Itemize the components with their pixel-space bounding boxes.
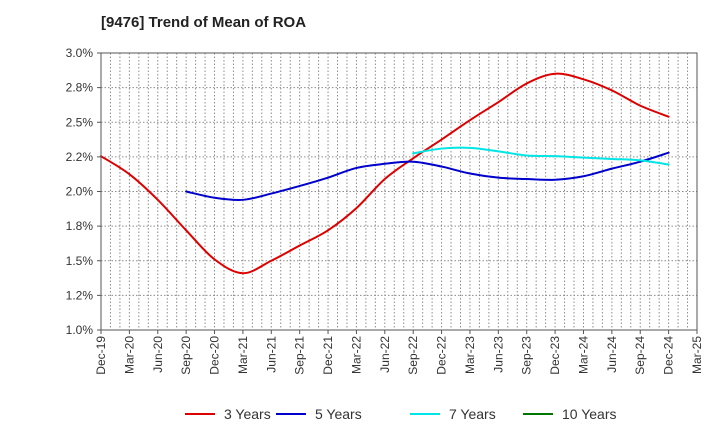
x-tick-label: Jun-24 <box>605 336 619 373</box>
x-tick-label: Dec-21 <box>321 336 335 375</box>
y-tick-label: 2.2% <box>66 150 94 164</box>
y-tick-label: 2.5% <box>66 115 94 129</box>
series-lines <box>100 72 670 275</box>
x-tick-label: Sep-20 <box>179 336 193 375</box>
y-tick-label: 1.0% <box>66 323 94 337</box>
x-tick-label: Dec-22 <box>435 336 449 375</box>
y-tick-label: 1.2% <box>66 288 94 302</box>
x-tick-label: Jun-20 <box>151 336 165 373</box>
x-tick-label: Sep-21 <box>293 336 307 375</box>
legend-label-10-years: 10 Years <box>562 406 617 422</box>
x-tick-label: Mar-23 <box>463 336 477 374</box>
series-line-5-years <box>185 151 670 201</box>
y-tick-label: 1.8% <box>66 219 94 233</box>
y-axis-ticks: 1.0% 1.2% 1.5% 1.8% 2.0% 2.2% 2.5% 2.8% 3.0% <box>66 46 101 337</box>
x-tick-label: Mar-24 <box>576 336 590 374</box>
series-line-3-years <box>100 72 670 275</box>
x-tick-label: Sep-23 <box>520 336 534 375</box>
x-tick-label: Dec-24 <box>662 336 676 375</box>
legend-label-5-years: 5 Years <box>315 406 362 422</box>
x-tick-label: Mar-20 <box>122 336 136 374</box>
x-tick-label: Jun-23 <box>491 336 505 373</box>
x-tick-label: Jun-21 <box>264 336 278 373</box>
y-tick-label: 1.5% <box>66 254 94 268</box>
series-line-7-years <box>412 146 670 166</box>
x-tick-label: Dec-20 <box>208 336 222 375</box>
x-tick-label: Mar-21 <box>236 336 250 374</box>
grid <box>101 53 697 330</box>
x-tick-label: Dec-23 <box>548 336 562 375</box>
y-tick-label: 2.8% <box>66 81 94 95</box>
legend-label-7-years: 7 Years <box>449 406 496 422</box>
x-tick-label: Mar-22 <box>349 336 363 374</box>
legend: 3 Years 5 Years 7 Years 10 Years <box>185 406 617 422</box>
y-tick-label: 3.0% <box>66 46 94 60</box>
y-tick-label: 2.0% <box>66 185 94 199</box>
x-tick-label: Mar-25 <box>690 336 704 374</box>
legend-label-3-years: 3 Years <box>224 406 271 422</box>
x-tick-label: Jun-22 <box>378 336 392 373</box>
x-tick-label: Sep-22 <box>406 336 420 375</box>
chart-title: [9476] Trend of Mean of ROA <box>101 14 307 31</box>
x-tick-label: Dec-19 <box>94 336 108 375</box>
x-tick-label: Sep-24 <box>633 336 647 375</box>
x-axis-ticks: Dec-19 Mar-20 Jun-20 Sep-20 Dec-20 Mar-21 Jun-… <box>94 330 704 375</box>
